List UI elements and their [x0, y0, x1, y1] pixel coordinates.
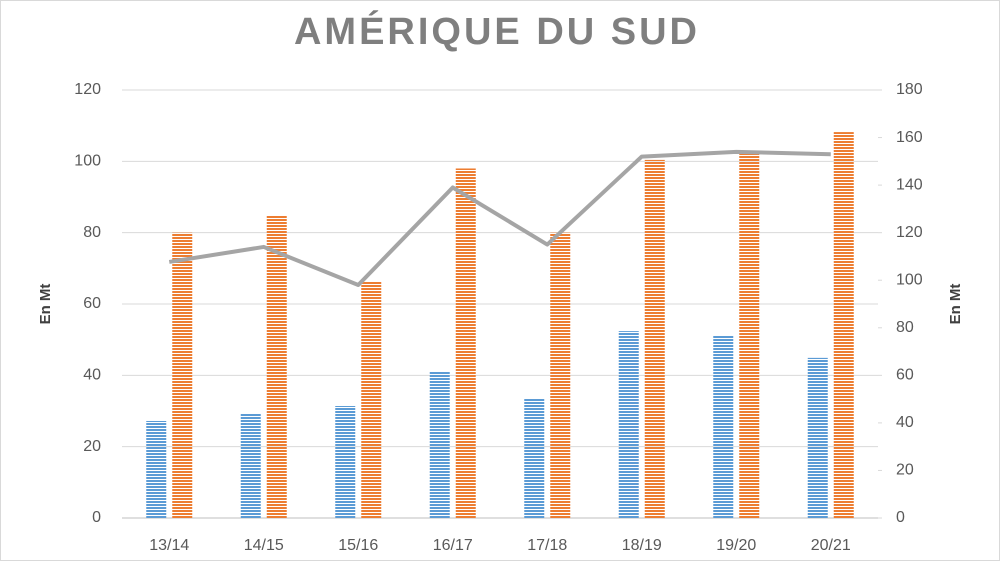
x-tick-label: 17/18	[527, 537, 567, 554]
y-tick-label: 80	[83, 224, 101, 241]
y-tick-label: 0	[92, 509, 101, 526]
bar	[713, 335, 734, 518]
bar	[361, 281, 382, 518]
bar	[146, 420, 167, 518]
bar	[266, 215, 287, 519]
bar	[240, 413, 261, 518]
y2-tick-label: 60	[896, 367, 914, 384]
y-axis-label: En Mt	[37, 284, 54, 325]
y-tick-label: 60	[83, 295, 101, 312]
x-tick-label: 16/17	[433, 537, 473, 554]
bar	[429, 371, 450, 518]
bar	[524, 398, 545, 518]
y2-tick-label: 100	[896, 271, 923, 288]
y-tick-label: 20	[83, 438, 101, 455]
line	[168, 149, 831, 287]
bar	[335, 406, 356, 518]
bar	[739, 153, 760, 518]
x-tick-label: 20/21	[811, 537, 851, 554]
y2-tick-label: 20	[896, 462, 914, 479]
bar	[644, 159, 665, 518]
y2-tick-label: 160	[896, 129, 923, 146]
y2-tick-label: 140	[896, 176, 923, 193]
y2-tick-label: 40	[896, 414, 914, 431]
y2-axis-label: En Mt	[947, 284, 964, 325]
bar	[807, 357, 828, 518]
bar	[618, 331, 639, 518]
x-tick-label: 13/14	[149, 537, 189, 554]
bar	[172, 232, 193, 518]
y2-tick-label: 180	[896, 81, 923, 98]
x-tick-label: 19/20	[716, 537, 756, 554]
bar	[550, 232, 571, 518]
y2-tick-label: 0	[896, 509, 905, 526]
x-tick-label: 14/15	[244, 537, 284, 554]
chart-title: AMÉRIQUE DU SUD	[294, 9, 700, 53]
y2-tick-label: 120	[896, 224, 923, 241]
bar	[455, 168, 476, 518]
y2-tick-label: 80	[896, 319, 914, 336]
y-tick-label: 100	[74, 153, 101, 170]
bar	[833, 132, 854, 518]
x-tick-label: 18/19	[622, 537, 662, 554]
x-tick-label: 15/16	[338, 537, 378, 554]
y-tick-label: 40	[83, 367, 101, 384]
y-tick-label: 120	[74, 81, 101, 98]
